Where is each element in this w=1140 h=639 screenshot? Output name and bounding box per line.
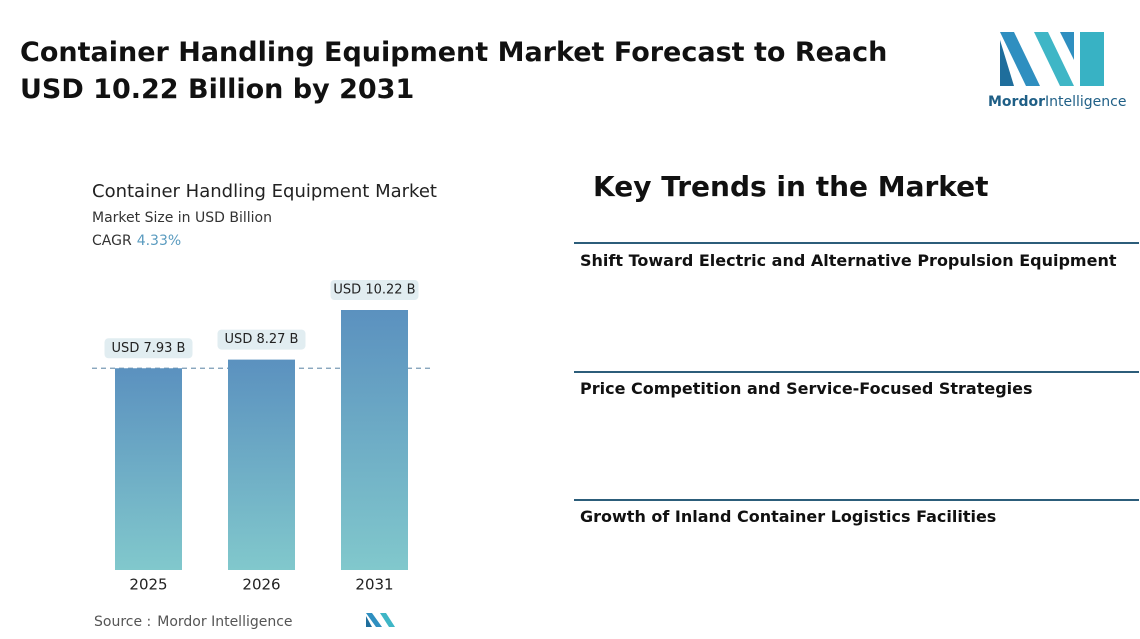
label-box	[330, 280, 419, 300]
divider	[574, 499, 1139, 501]
logo: MordorIntelligence	[988, 32, 1126, 110]
cagr-label: CAGR	[92, 233, 132, 249]
x-tick-label: 2031	[355, 576, 393, 594]
trend-item: Shift Toward Electric and Alternative Pr…	[580, 251, 1117, 270]
logo-shape	[1060, 32, 1074, 60]
label-box	[217, 329, 306, 350]
cagr-value: 4.33%	[137, 233, 181, 249]
page-title: Container Handling Equipment Market Fore…	[20, 37, 888, 105]
bar	[115, 368, 182, 570]
chart-title: Container Handling Equipment Market	[92, 181, 437, 202]
logo-suffix: Intelligence	[1045, 94, 1126, 110]
logo-brand: Mordor	[988, 94, 1045, 110]
trends-title: Key Trends in the Market	[593, 170, 989, 203]
x-tick-label: 2026	[242, 576, 280, 594]
logo-text: MordorIntelligence	[988, 94, 1126, 110]
source-label: Source :	[94, 614, 151, 630]
cagr: CAGR 4.33%	[92, 233, 181, 249]
divider	[574, 371, 1139, 373]
logo-shape	[366, 613, 382, 627]
value-label: USD 7.93 B	[112, 341, 186, 356]
logo-shape	[1080, 32, 1104, 86]
source: Source : Mordor Intelligence	[94, 614, 293, 630]
trend-item: Price Competition and Service-Focused St…	[580, 379, 1033, 398]
small-logo	[366, 613, 395, 627]
label-box	[104, 338, 193, 359]
logo-shape	[1000, 32, 1040, 86]
x-tick-label: 2025	[129, 576, 167, 594]
logo-shape	[380, 613, 395, 627]
source-name: Mordor Intelligence	[157, 614, 292, 630]
value-label: USD 8.27 B	[225, 332, 299, 347]
logo-shape	[366, 616, 372, 627]
logo-shape	[1000, 40, 1014, 86]
value-label: USD 10.22 B	[333, 283, 415, 298]
bar	[341, 310, 408, 570]
chart-subtitle: Market Size in USD Billion	[92, 210, 272, 226]
trend-item: Growth of Inland Container Logistics Fac…	[580, 507, 997, 526]
bar	[228, 359, 295, 570]
logo-shape	[1034, 32, 1074, 86]
divider	[574, 242, 1139, 244]
